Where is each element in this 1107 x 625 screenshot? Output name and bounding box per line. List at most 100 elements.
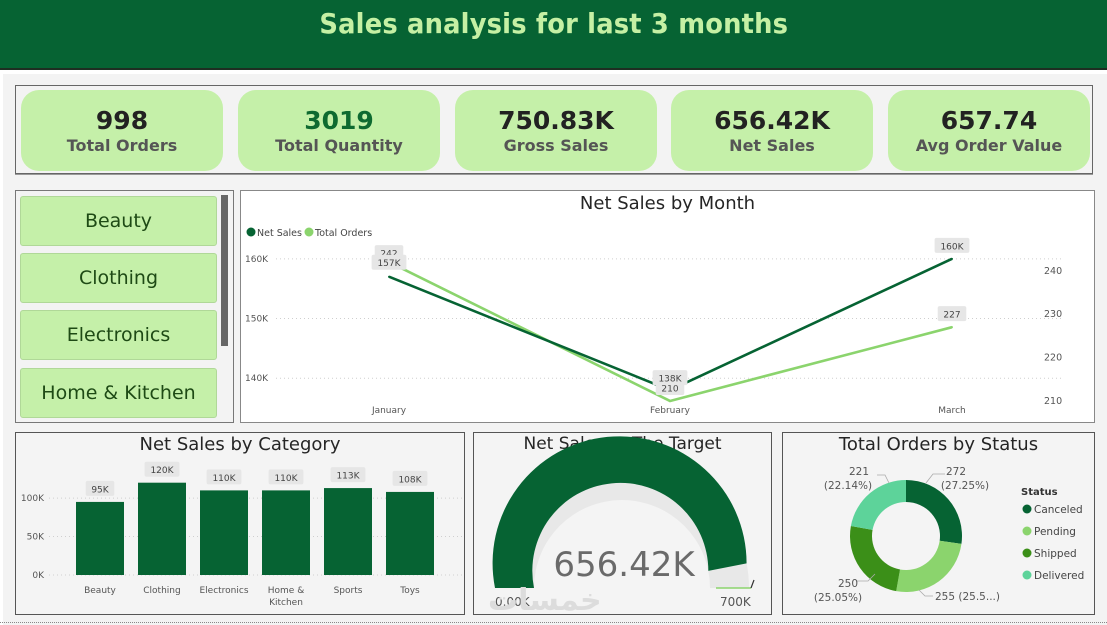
x-tick-label: Beauty — [84, 586, 116, 596]
data-label-delivered: 221 — [849, 466, 869, 478]
kpi-label: Total Orders — [66, 135, 178, 155]
bar-data-label: 120K — [150, 466, 174, 476]
kpi-label: Total Quantity — [275, 135, 403, 155]
kpi-avg-order-value: 657.74 Avg Order Value — [888, 90, 1090, 171]
data-point-net-sales[interactable] — [951, 257, 953, 260]
data-label-net-sales: 138K — [658, 375, 682, 385]
legend-label-delivered[interactable]: Delivered — [1034, 570, 1084, 582]
page-bottom-border — [0, 622, 1107, 623]
legend-label-pending[interactable]: Pending — [1034, 526, 1076, 538]
data-label-net-sales-bg — [371, 254, 407, 270]
data-label-delivered-pct: (22.14%) — [824, 480, 872, 492]
slicer-item-home-kitchen[interactable]: Home & Kitchen — [20, 368, 217, 418]
legend-title: Status — [1021, 487, 1058, 498]
data-label-total-orders-bg — [937, 306, 967, 322]
x-tick-label: Home & — [268, 586, 304, 596]
bar-data-label-bg — [268, 469, 304, 485]
gauge-target-marker — [750, 579, 755, 589]
data-label-total-orders: 227 — [943, 311, 960, 321]
chart-legend: Net Sales Total Orders — [246, 227, 372, 239]
donut-slice-pending[interactable] — [896, 540, 962, 592]
legend-dot-shipped — [1022, 548, 1032, 558]
slicer-item-beauty[interactable]: Beauty — [20, 196, 217, 246]
legend-dot-pending — [1022, 526, 1032, 536]
y-tick-label: 100K — [21, 494, 45, 504]
bar-data-label-bg — [85, 480, 115, 496]
bar[interactable] — [200, 490, 248, 575]
net-sales-by-category-panel: Net Sales by Category 0K 50K 100K 95K Beaut… — [15, 432, 465, 615]
x-tick-label: March — [938, 406, 965, 416]
bar-data-label: 95K — [91, 485, 109, 495]
slicer-scrollbar[interactable] — [221, 195, 228, 346]
x-tick-label: Kitchen — [269, 598, 303, 608]
data-point-total-orders[interactable] — [951, 326, 953, 329]
data-label-canceled: 272 — [946, 466, 966, 478]
kpi-total-orders: 998 Total Orders — [21, 90, 223, 171]
bar-data-label: 110K — [212, 474, 236, 484]
donut-chart: 272 (27.25%) 255 (25.5...) 250 (25.05%) 221 (2… — [814, 466, 1084, 604]
bar[interactable] — [138, 482, 186, 575]
bar[interactable] — [386, 491, 434, 575]
kpi-label: Avg Order Value — [915, 135, 1063, 155]
x-tick-label: Electronics — [199, 586, 248, 596]
leader-line — [925, 473, 945, 484]
kpi-value: 3019 — [304, 105, 374, 135]
chart-title: Net Sales by Month — [579, 193, 756, 214]
data-label-total-orders: 210 — [661, 384, 678, 394]
data-point-total-orders[interactable] — [669, 399, 671, 402]
legend-dot-canceled — [1022, 504, 1032, 514]
kpi-value: 998 — [95, 105, 149, 135]
data-label-net-sales: 157K — [377, 259, 401, 269]
kpi-value: 656.42K — [714, 105, 830, 135]
legend-label-net-sales: Net Sales — [257, 228, 302, 239]
slicer-item-clothing[interactable]: Clothing — [20, 253, 217, 303]
legend-dot-total-orders — [304, 227, 314, 237]
y-tick-label: 50K — [27, 533, 45, 543]
watermark: خمسات — [488, 583, 602, 618]
bar[interactable] — [324, 488, 372, 575]
page-title: Sales analysis for last 3 months — [319, 7, 788, 40]
x-tick-label: January — [371, 406, 407, 416]
line-chart: Net Sales Total Orders 140K 150K 160K 210 22… — [245, 227, 1062, 416]
legend-label-shipped[interactable]: Shipped — [1034, 548, 1077, 560]
data-label-pending: 255 (25.5...) — [935, 591, 1000, 603]
leader-line — [877, 474, 890, 484]
category-slicer: Beauty Clothing Electronics Home & Kitch… — [15, 190, 234, 423]
leader-line — [918, 589, 933, 597]
data-label-total-orders: 242 — [380, 250, 397, 260]
kpi-gross-sales: 750.83K Gross Sales — [455, 90, 657, 171]
y-left-tick-label: 160K — [245, 255, 269, 265]
kpi-label: Gross Sales — [503, 135, 609, 155]
bar-data-label: 113K — [336, 472, 360, 482]
x-tick-label: Clothing — [143, 586, 180, 596]
bar-data-label-bg — [206, 469, 242, 485]
x-tick-label: Sports — [334, 586, 363, 596]
data-label-net-sales: 160K — [940, 242, 964, 252]
data-label-canceled-pct: (27.25%) — [941, 480, 989, 492]
bar-data-label-bg — [144, 461, 180, 477]
bar-data-label-bg — [392, 470, 428, 486]
chart-title: Net Sales by Category — [139, 434, 341, 455]
data-label-net-sales-bg — [934, 237, 970, 253]
bar-data-label-bg — [330, 467, 366, 483]
donut-slice-canceled[interactable] — [906, 480, 962, 544]
slicer-item-electronics[interactable]: Electronics — [20, 310, 217, 360]
bar[interactable] — [76, 501, 124, 575]
kpi-value: 657.74 — [940, 105, 1038, 135]
y-right-tick-label: 210 — [1044, 396, 1062, 407]
net-sales-by-month-panel: Net Sales by Month Net Sales Total Order… — [240, 190, 1095, 423]
donut-slice-delivered[interactable] — [850, 480, 906, 530]
bar[interactable] — [262, 490, 310, 575]
legend-label-canceled[interactable]: Canceled — [1034, 504, 1083, 516]
chart-title: Total Orders by Status — [838, 434, 1039, 455]
data-point-net-sales[interactable] — [388, 275, 390, 278]
kpi-net-sales: 656.42K Net Sales — [671, 90, 873, 171]
data-label-shipped: 250 — [838, 578, 858, 590]
kpi-total-quantity: 3019 Total Quantity — [238, 90, 440, 171]
donut-slice-shipped[interactable] — [850, 526, 901, 592]
x-tick-label: Toys — [399, 586, 420, 596]
orders-by-status-panel: Total Orders by Status 272 (27.25%) 255 (2… — [782, 432, 1095, 615]
y-right-tick-label: 220 — [1044, 353, 1062, 364]
bar-chart: 0K 50K 100K 95K Beauty 120K Clothing 110K Elect… — [21, 461, 462, 608]
